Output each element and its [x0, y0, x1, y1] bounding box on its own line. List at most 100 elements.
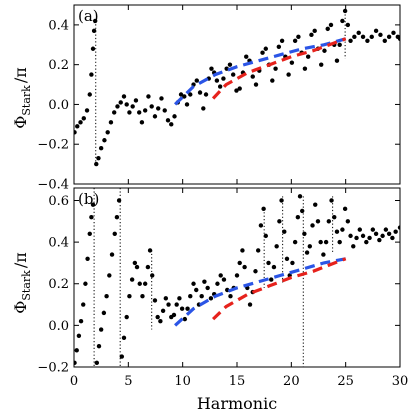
- data-point: [284, 256, 290, 261]
- data-point: [197, 90, 203, 95]
- y-tick-label: 0.0: [48, 319, 69, 334]
- data-point: [237, 86, 242, 91]
- data-point: [81, 302, 86, 307]
- y-tick-label: 0.6: [48, 194, 69, 209]
- data-point: [286, 72, 291, 77]
- data-point: [102, 138, 107, 143]
- data-point: [397, 225, 400, 230]
- data-point: [271, 264, 277, 270]
- data-point: [270, 78, 275, 83]
- data-point: [290, 260, 295, 266]
- data-point: [279, 198, 284, 203]
- data-point: [149, 104, 154, 109]
- data-point: [116, 198, 122, 203]
- data-point: [315, 219, 321, 224]
- data-point: [217, 84, 223, 89]
- data-point: [356, 30, 361, 36]
- data-point: [209, 66, 214, 71]
- data-point: [121, 94, 127, 99]
- y-label-tail: /π: [11, 252, 30, 268]
- data-point: [260, 50, 265, 55]
- data-point: [273, 66, 278, 71]
- data-point: [345, 219, 351, 224]
- data-point: [334, 58, 340, 63]
- data-point: [263, 46, 268, 51]
- data-point: [108, 120, 114, 125]
- y-label-symbol: Φ: [11, 116, 30, 129]
- data-point: [240, 248, 245, 253]
- data-point: [393, 229, 398, 234]
- data-point: [295, 214, 301, 220]
- data-point: [191, 281, 196, 286]
- data-point: [237, 260, 242, 266]
- data-point: [329, 198, 334, 203]
- data-point: [74, 348, 79, 353]
- data-point: [87, 92, 92, 97]
- data-point: [247, 302, 253, 307]
- y-tick-label: 0.2: [48, 58, 69, 73]
- y-axis-label-b: ΦStark/π: [11, 252, 33, 313]
- data-point: [340, 18, 345, 24]
- data-point: [277, 219, 282, 224]
- data-point: [127, 294, 132, 299]
- data-point: [133, 98, 139, 103]
- data-point: [352, 34, 357, 40]
- data-point: [337, 239, 342, 245]
- data-point: [98, 327, 104, 332]
- data-point: [194, 78, 199, 83]
- data-point: [78, 120, 83, 125]
- data-point: [221, 76, 226, 81]
- y-tick-label: 0.4: [48, 18, 69, 33]
- data-point: [340, 227, 345, 232]
- y-label-tail: /π: [11, 67, 30, 83]
- data-point: [305, 54, 311, 59]
- data-point: [227, 62, 233, 67]
- data-point: [345, 22, 351, 28]
- data-point: [230, 72, 236, 77]
- data-point: [205, 285, 210, 291]
- data-point: [386, 34, 392, 40]
- data-point: [225, 287, 230, 293]
- data-point: [302, 231, 307, 236]
- data-point: [323, 239, 329, 245]
- data-point: [115, 104, 120, 109]
- data-point: [253, 82, 259, 87]
- data-point: [165, 118, 171, 123]
- data-point: [78, 319, 84, 324]
- data-point: [74, 130, 77, 135]
- panel-label: (b): [78, 190, 99, 208]
- data-point: [310, 223, 315, 228]
- data-point: [255, 248, 261, 253]
- data-point: [383, 227, 389, 232]
- data-point: [391, 30, 396, 36]
- data-point: [250, 74, 255, 79]
- data-point: [321, 252, 326, 257]
- data-point: [91, 28, 97, 34]
- y-axis-label-a: ΦStark/π: [11, 67, 33, 128]
- data-point: [163, 296, 169, 301]
- data-point: [152, 298, 158, 303]
- data-point: [201, 106, 206, 111]
- data-point: [337, 42, 342, 47]
- data-point: [266, 260, 271, 266]
- data-point: [215, 281, 220, 286]
- data-point: [121, 335, 127, 341]
- data-point: [332, 214, 337, 220]
- data-point: [269, 277, 274, 282]
- data-point: [74, 360, 77, 366]
- data-point: [118, 100, 123, 105]
- data-point: [104, 294, 109, 299]
- x-tick-label: 5: [124, 374, 132, 389]
- data-point: [302, 66, 308, 71]
- data-point: [155, 314, 160, 320]
- data-point: [178, 92, 184, 97]
- data-point: [174, 302, 179, 307]
- data-point: [179, 306, 185, 311]
- x-tick-label: 15: [229, 374, 246, 389]
- data-point: [146, 94, 151, 99]
- data-point: [365, 38, 370, 43]
- data-point: [378, 32, 383, 38]
- data-point: [380, 233, 385, 239]
- data-point: [334, 229, 340, 234]
- data-point: [325, 26, 330, 32]
